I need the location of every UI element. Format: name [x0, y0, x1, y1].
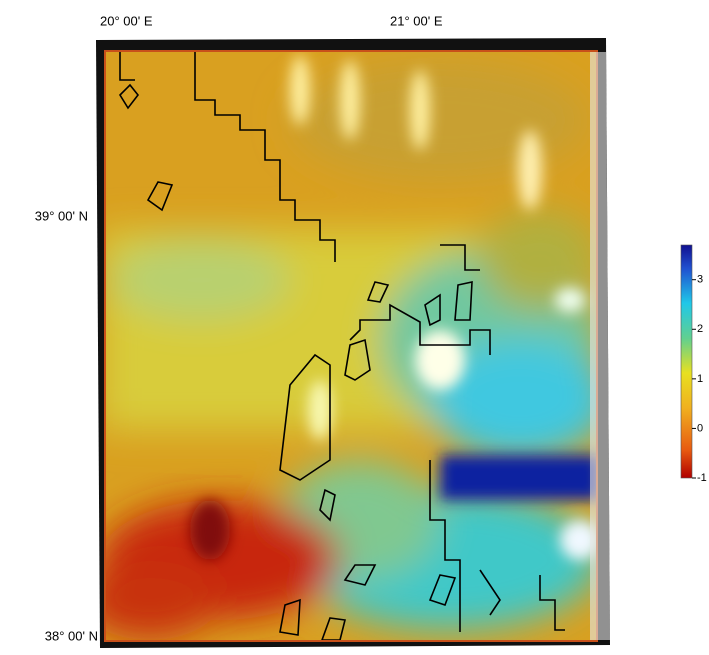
map-view: 20° 00' E 21° 00' E 39° 00' N 38° 00' N … [0, 0, 709, 650]
colorbar-tick-label: 3 [697, 274, 703, 286]
colorbar-ramp [681, 245, 692, 478]
colorbar-tick-label: -1 [697, 472, 707, 484]
colorbar-tick-label: 2 [697, 323, 703, 335]
colorbar-tick-label: 1 [697, 373, 703, 385]
map-surface [80, 52, 610, 640]
x-coordinate-label: 21° 00' E [390, 13, 443, 28]
colorbar-tick-label: 0 [697, 422, 703, 434]
y-coordinate-label: 39° 00' N [35, 208, 88, 223]
x-coordinate-label: 20° 00' E [100, 13, 153, 28]
y-coordinate-label: 38° 00' N [45, 628, 98, 643]
colorbar: -1 0 1 2 3 [681, 245, 707, 484]
